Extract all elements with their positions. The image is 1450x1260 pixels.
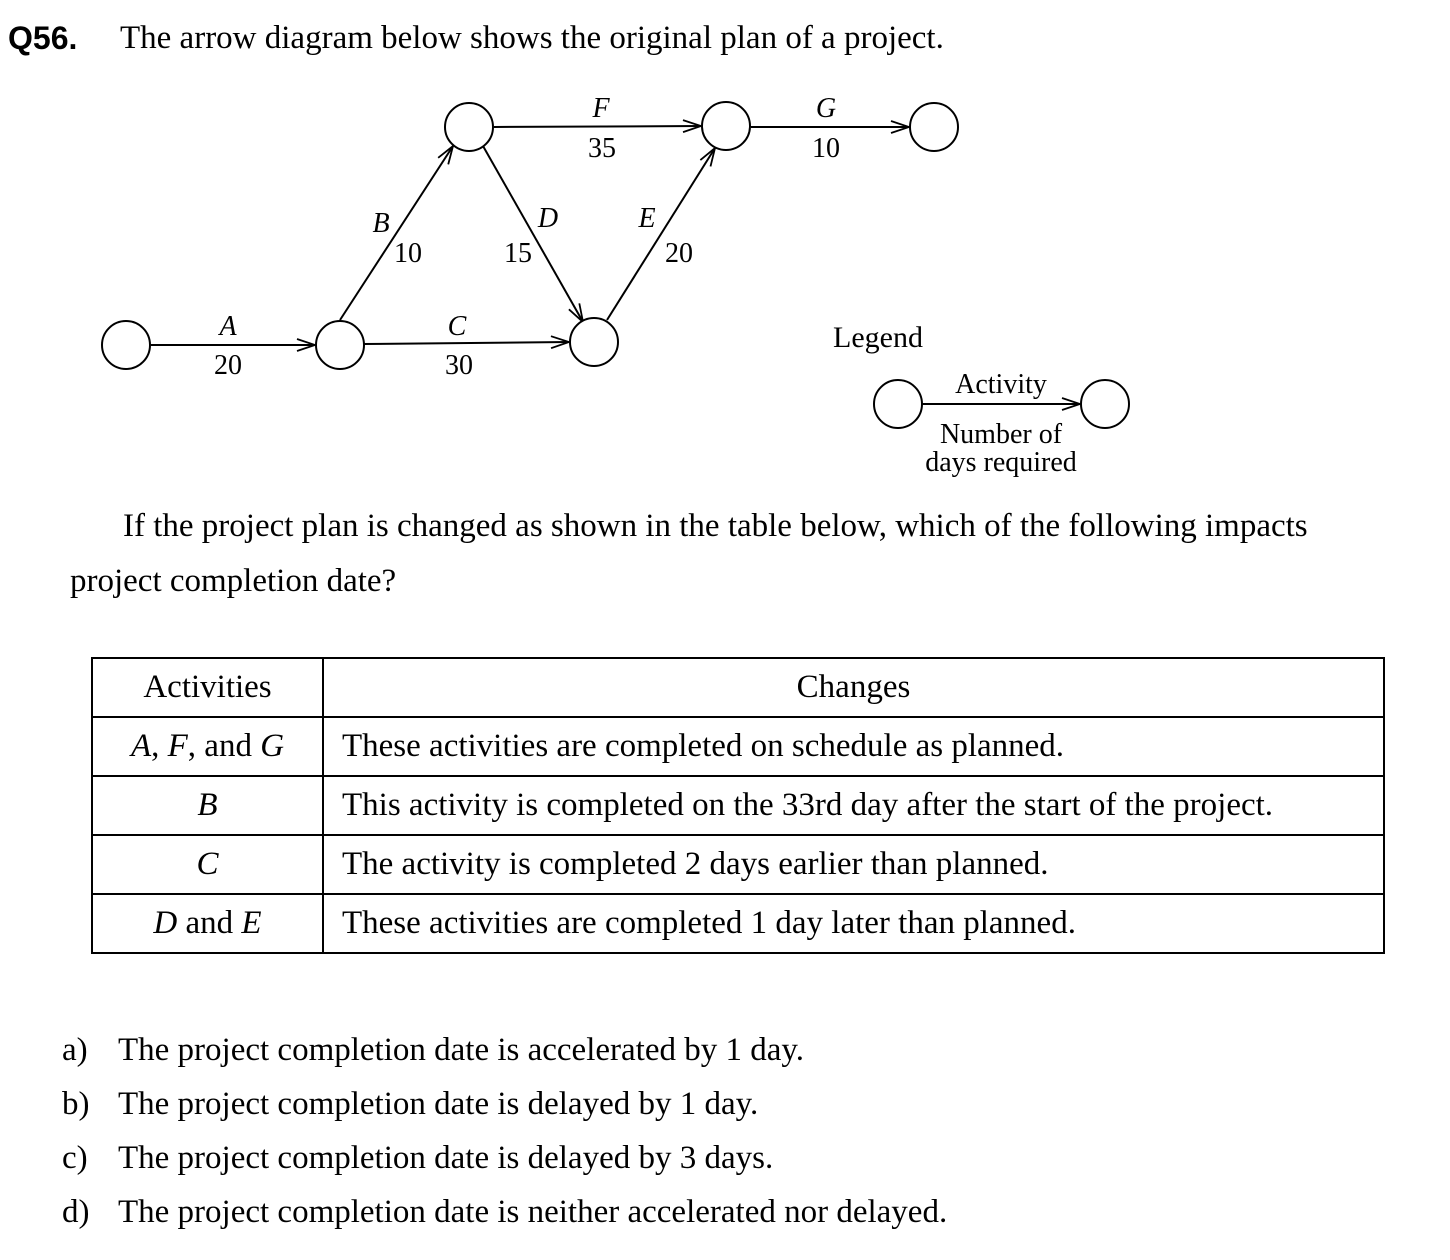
question-number: Q56. — [8, 20, 78, 56]
node-5 — [701, 101, 751, 151]
table-row: B This activity is completed on the 33rd… — [91, 775, 1385, 836]
edge-f — [493, 126, 701, 127]
edge-b — [339, 146, 453, 321]
activity-sep: and — [177, 905, 242, 941]
activity-letter: E — [241, 905, 262, 941]
legend-days-line2: days required — [925, 447, 1077, 478]
activity-sep: , and — [187, 728, 261, 764]
edge-e — [606, 148, 715, 321]
table-row: C The activity is completed 2 days earli… — [91, 834, 1385, 895]
option-text: The project completion date is delayed b… — [118, 1086, 759, 1122]
prompt-line-2: project completion date? — [70, 563, 397, 599]
edge-c — [363, 342, 569, 344]
option-d[interactable]: d) The project completion date is neither… — [62, 1192, 947, 1246]
option-label: b) — [62, 1086, 90, 1122]
option-c[interactable]: c) The project completion date is delayed… — [62, 1138, 947, 1192]
row-change: These activities are completed on schedu… — [322, 716, 1385, 777]
label-d-days: 15 — [504, 238, 532, 269]
option-text: The project completion date is accelerat… — [118, 1032, 804, 1068]
legend-node-start — [873, 379, 923, 429]
option-label: a) — [62, 1032, 88, 1068]
row-change: This activity is completed on the 33rd d… — [322, 775, 1385, 836]
label-e-days: 20 — [665, 238, 693, 269]
label-d-name: D — [537, 203, 558, 234]
activity-letter: B — [197, 787, 218, 823]
label-e-name: E — [637, 203, 655, 234]
activity-letter: A — [130, 728, 152, 764]
arrow-diagram: A 20 B 10 C 30 D 15 E 20 F 35 G 10 Legen… — [101, 93, 1130, 478]
label-b-days: 10 — [394, 238, 422, 269]
node-2 — [315, 320, 365, 370]
label-f-name: F — [591, 93, 610, 124]
prompt-line-1: If the project plan is changed as shown … — [123, 508, 1308, 544]
table-row: D and E These activities are completed 1… — [91, 893, 1385, 954]
row-change: These activities are completed 1 day lat… — [322, 893, 1385, 954]
row-activities: A, F, and G — [91, 716, 324, 777]
node-4 — [569, 317, 619, 367]
label-a-name: A — [217, 311, 237, 342]
label-b-name: B — [372, 208, 389, 239]
node-6 — [909, 102, 959, 152]
table-header-row: Activities Changes — [91, 657, 1385, 718]
activity-letter: D — [153, 905, 178, 941]
row-activities: D and E — [91, 893, 324, 954]
row-activities: C — [91, 834, 324, 895]
label-g-days: 10 — [812, 133, 840, 164]
label-c-name: C — [448, 311, 467, 342]
node-3 — [444, 102, 494, 152]
label-c-days: 30 — [445, 350, 473, 381]
header-changes: Changes — [322, 657, 1385, 718]
label-g-name: G — [816, 93, 836, 124]
table-row: A, F, and G These activities are complet… — [91, 716, 1385, 777]
node-1 — [101, 320, 151, 370]
option-a[interactable]: a) The project completion date is acceler… — [62, 1030, 947, 1084]
header-activities: Activities — [91, 657, 324, 718]
activity-letter: G — [260, 728, 285, 764]
activity-letter: C — [196, 846, 219, 882]
option-b[interactable]: b) The project completion date is delayed… — [62, 1084, 947, 1138]
option-text: The project completion date is delayed b… — [118, 1140, 774, 1176]
row-change: The activity is completed 2 days earlier… — [322, 834, 1385, 895]
edge-d — [482, 145, 583, 322]
question-text: The arrow diagram below shows the origin… — [120, 20, 944, 56]
label-a-days: 20 — [214, 350, 242, 381]
row-activities: B — [91, 775, 324, 836]
legend-title: Legend — [833, 321, 923, 354]
legend-days-line1: Number of — [940, 419, 1063, 450]
answer-options: a) The project completion date is acceler… — [62, 1030, 947, 1246]
activity-sep: , — [151, 728, 168, 764]
legend-activity-label: Activity — [955, 369, 1047, 400]
label-f-days: 35 — [588, 133, 616, 164]
option-text: The project completion date is neither a… — [118, 1194, 948, 1230]
option-label: d) — [62, 1194, 90, 1230]
changes-table: Activities Changes A, F, and G These act… — [91, 657, 1385, 954]
activity-letter: F — [167, 728, 188, 764]
option-label: c) — [62, 1140, 88, 1176]
legend-node-end — [1080, 379, 1130, 429]
